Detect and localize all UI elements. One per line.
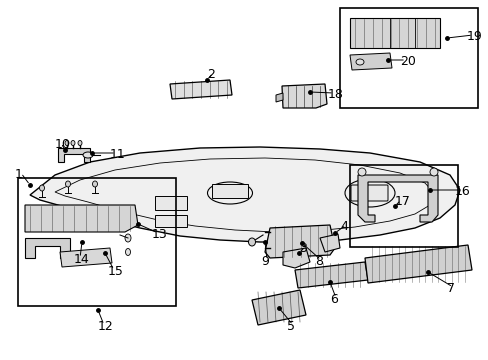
Polygon shape — [282, 84, 326, 108]
Polygon shape — [25, 205, 138, 232]
Polygon shape — [58, 148, 90, 162]
FancyBboxPatch shape — [155, 215, 186, 227]
Polygon shape — [349, 18, 439, 48]
Text: 6: 6 — [329, 293, 337, 306]
FancyBboxPatch shape — [212, 184, 247, 198]
Polygon shape — [60, 248, 112, 267]
Text: 7: 7 — [446, 282, 454, 295]
Text: 1: 1 — [15, 168, 23, 181]
Text: 20: 20 — [399, 55, 415, 68]
Polygon shape — [275, 93, 283, 102]
Text: 16: 16 — [454, 185, 470, 198]
Text: 11: 11 — [110, 148, 125, 161]
Ellipse shape — [83, 152, 93, 158]
Polygon shape — [294, 262, 367, 288]
Text: 15: 15 — [108, 265, 123, 278]
Polygon shape — [349, 53, 391, 70]
Text: 10: 10 — [55, 138, 71, 151]
Polygon shape — [30, 147, 459, 242]
Ellipse shape — [355, 59, 363, 65]
Text: 19: 19 — [466, 30, 482, 43]
Text: 3: 3 — [298, 242, 306, 255]
Ellipse shape — [125, 234, 131, 242]
Text: 14: 14 — [74, 253, 90, 266]
Polygon shape — [264, 225, 334, 258]
Ellipse shape — [40, 185, 44, 191]
Polygon shape — [319, 234, 339, 252]
Ellipse shape — [125, 248, 130, 256]
Text: 18: 18 — [327, 88, 343, 101]
Text: 8: 8 — [314, 255, 323, 268]
Text: 9: 9 — [261, 255, 268, 268]
Text: 5: 5 — [286, 320, 294, 333]
Text: 2: 2 — [206, 68, 214, 81]
Polygon shape — [25, 238, 70, 258]
Polygon shape — [251, 290, 305, 325]
Ellipse shape — [357, 168, 365, 176]
FancyBboxPatch shape — [155, 196, 186, 210]
Ellipse shape — [92, 181, 97, 187]
Ellipse shape — [71, 140, 75, 145]
Text: 17: 17 — [394, 195, 410, 208]
Ellipse shape — [248, 238, 255, 246]
Text: 12: 12 — [98, 320, 114, 333]
Polygon shape — [283, 248, 309, 268]
FancyBboxPatch shape — [350, 185, 387, 201]
Text: 13: 13 — [152, 228, 167, 241]
Ellipse shape — [78, 140, 82, 145]
Polygon shape — [357, 175, 437, 222]
Ellipse shape — [429, 168, 437, 176]
Ellipse shape — [65, 140, 69, 145]
Text: 4: 4 — [339, 220, 347, 233]
Ellipse shape — [65, 181, 70, 187]
Polygon shape — [170, 80, 231, 99]
Polygon shape — [364, 245, 471, 283]
